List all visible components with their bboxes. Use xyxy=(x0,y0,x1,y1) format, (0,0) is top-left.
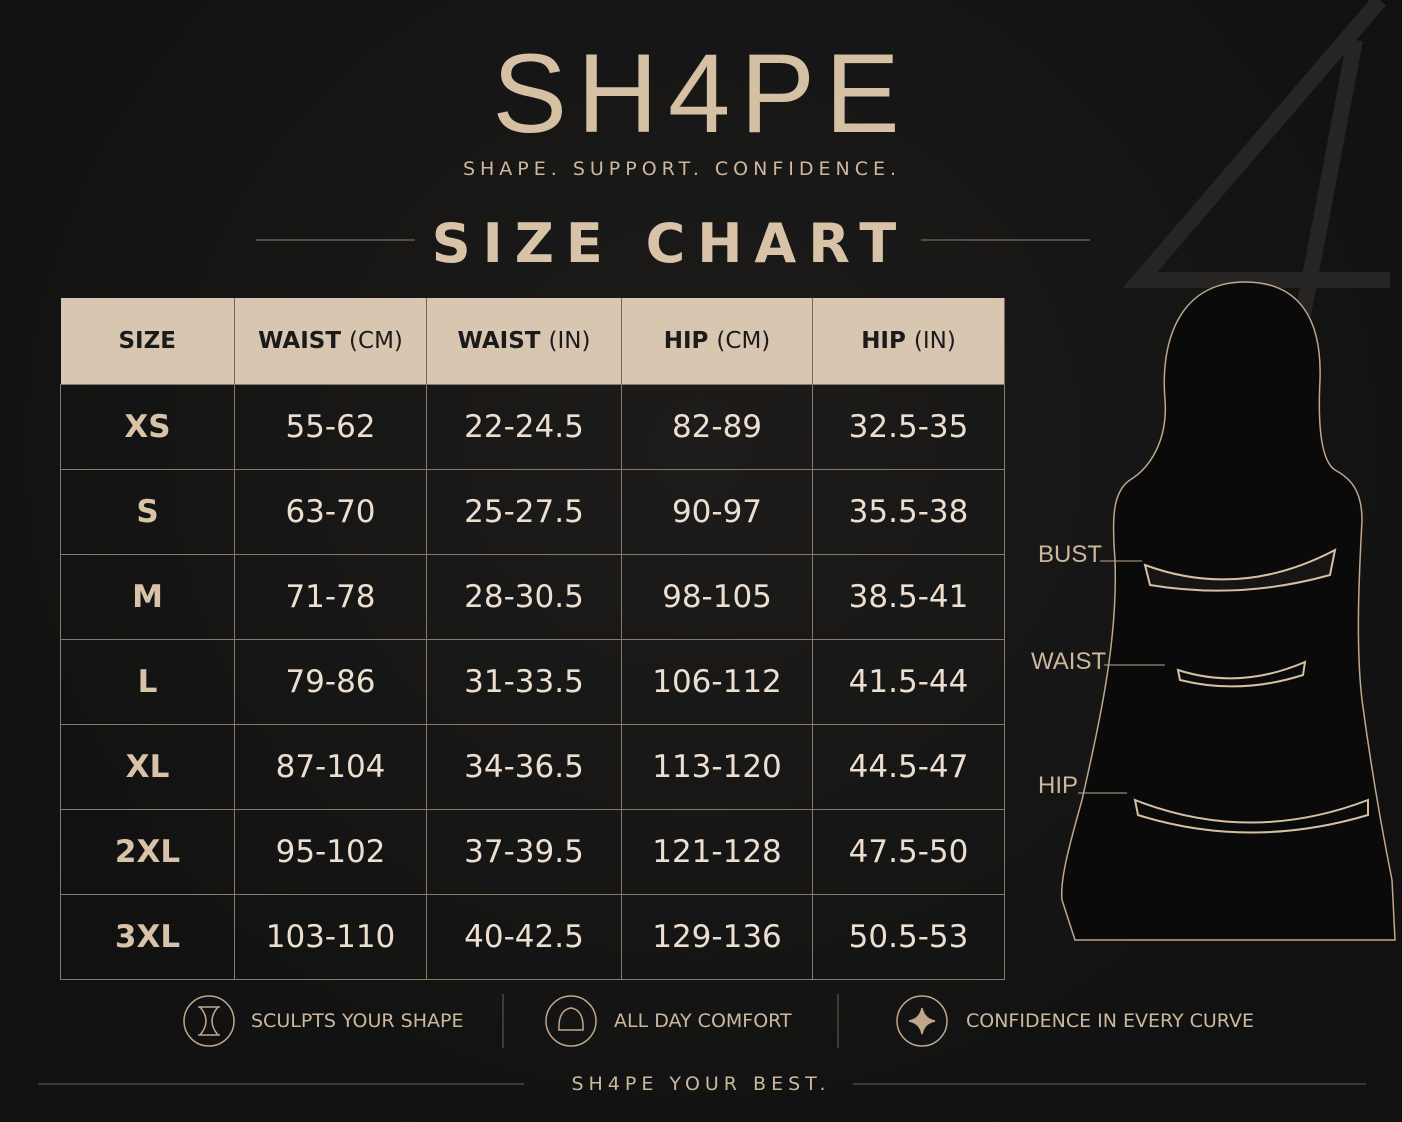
bust-label: BUST xyxy=(1038,541,1103,568)
size-cell: XL xyxy=(60,724,235,810)
measure-cell: 40-42.5 xyxy=(426,894,622,980)
icon-comfort-glyph xyxy=(558,1007,584,1031)
header-label: HIP xyxy=(663,328,709,354)
measure-cell: 50.5-53 xyxy=(812,894,1005,980)
header-label: WAIST xyxy=(457,328,541,354)
measure-cell: 44.5-47 xyxy=(812,724,1005,810)
title: SIZE CHART xyxy=(431,212,909,275)
table-row: S 63-70 25-27.5 90-97 35.5-38 xyxy=(60,469,1005,555)
measure-cell: 22-24.5 xyxy=(426,384,622,470)
measure-cell: 34-36.5 xyxy=(426,724,622,810)
table-row: 2XL 95-102 37-39.5 121-128 47.5-50 xyxy=(60,809,1005,895)
size-table: SIZE WAIST (CM) WAIST (IN) HIP (CM) HIP (IN)… xyxy=(60,298,1005,980)
logo: SH4PE xyxy=(492,31,910,156)
size-cell: M xyxy=(60,554,235,640)
measure-cell: 32.5-35 xyxy=(812,384,1005,470)
tagline: SHAPE. SUPPORT. CONFIDENCE. xyxy=(462,158,902,180)
icon-shape xyxy=(183,995,235,1047)
icon-shape-glyph xyxy=(198,1006,220,1036)
header-cell: HIP (IN) xyxy=(812,298,1005,385)
measure-cell: 35.5-38 xyxy=(812,469,1005,555)
size-cell: S xyxy=(60,469,235,555)
measure-cell: 106-112 xyxy=(621,639,813,725)
measure-cell: 41.5-44 xyxy=(812,639,1005,725)
hip-band xyxy=(1133,798,1369,834)
waist-band xyxy=(1176,660,1307,688)
measure-cell: 79-86 xyxy=(234,639,427,725)
footer: SH4PE YOUR BEST. xyxy=(571,1073,831,1095)
header-cell: WAIST (IN) xyxy=(426,298,622,385)
feature: SCULPTS YOUR SHAPE xyxy=(251,1010,464,1032)
measure-cell: 90-97 xyxy=(621,469,813,555)
header-unit: (CM) xyxy=(716,328,771,354)
measure-cell: 113-120 xyxy=(621,724,813,810)
measure-cell: 82-89 xyxy=(621,384,813,470)
measure-cell: 95-102 xyxy=(234,809,427,895)
icon-confidence xyxy=(896,995,948,1047)
header-cell: WAIST (CM) xyxy=(234,298,427,385)
measure-cell: 37-39.5 xyxy=(426,809,622,895)
table-row: L 79-86 31-33.5 106-112 41.5-44 xyxy=(60,639,1005,725)
table-row: XL 87-104 34-36.5 113-120 44.5-47 xyxy=(60,724,1005,810)
measure-cell: 31-33.5 xyxy=(426,639,622,725)
measure-cell: 103-110 xyxy=(234,894,427,980)
feature: ALL DAY COMFORT xyxy=(614,1010,792,1032)
bust-band xyxy=(1143,548,1337,592)
watermark-4 xyxy=(1122,0,1390,332)
table-row: XS 55-62 22-24.5 82-89 32.5-35 xyxy=(60,384,1005,470)
table-body: XS 55-62 22-24.5 82-89 32.5-35 S 63-70 25-27.5 9… xyxy=(60,384,1005,980)
hip-label: HIP xyxy=(1038,772,1079,799)
feature: CONFIDENCE IN EVERY CURVE xyxy=(966,1010,1254,1032)
measure-cell: 63-70 xyxy=(234,469,427,555)
header-row: SIZE WAIST (CM) WAIST (IN) HIP (CM) HIP (IN) xyxy=(60,298,1005,385)
measure-cell: 55-62 xyxy=(234,384,427,470)
table-row: M 71-78 28-30.5 98-105 38.5-41 xyxy=(60,554,1005,640)
size-cell: XS xyxy=(60,384,235,470)
measure-cell: 25-27.5 xyxy=(426,469,622,555)
measure-cell: 121-128 xyxy=(621,809,813,895)
table-row: 3XL 103-110 40-42.5 129-136 50.5-53 xyxy=(60,894,1005,980)
measure-cell: 28-30.5 xyxy=(426,554,622,640)
header-label: WAIST xyxy=(258,328,342,354)
measure-cell: 87-104 xyxy=(234,724,427,810)
header-unit: (CM) xyxy=(349,328,403,354)
waist-label: WAIST xyxy=(1031,648,1107,675)
header-cell: HIP (CM) xyxy=(621,298,813,385)
size-cell: L xyxy=(60,639,235,725)
silhouette xyxy=(1060,281,1396,941)
measure-cell: 47.5-50 xyxy=(812,809,1005,895)
measure-cell: 38.5-41 xyxy=(812,554,1005,640)
header-unit: (IN) xyxy=(548,328,591,354)
measure-cell: 98-105 xyxy=(621,554,813,640)
header-unit: (IN) xyxy=(913,328,956,354)
icon-comfort xyxy=(545,995,597,1047)
icon-confidence-glyph xyxy=(908,1007,936,1035)
size-cell: 2XL xyxy=(60,809,235,895)
measure-cell: 129-136 xyxy=(621,894,813,980)
size-cell: 3XL xyxy=(60,894,235,980)
header-label: SIZE xyxy=(118,328,176,354)
header-cell: SIZE xyxy=(60,298,235,385)
header-label: HIP xyxy=(861,328,906,354)
measure-cell: 71-78 xyxy=(234,554,427,640)
